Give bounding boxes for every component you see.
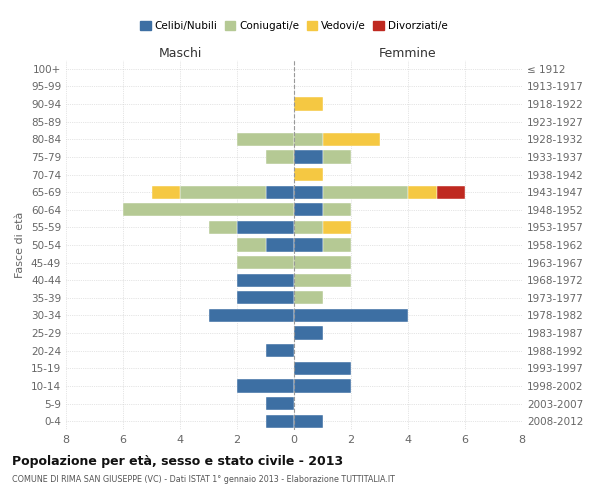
Bar — [294, 291, 323, 304]
Bar — [323, 238, 351, 252]
Bar — [294, 326, 323, 340]
Bar — [294, 362, 351, 375]
Bar — [294, 238, 323, 252]
Bar — [237, 256, 294, 269]
Bar — [323, 132, 380, 146]
Bar — [237, 238, 265, 252]
Bar — [294, 256, 351, 269]
Bar — [237, 274, 294, 287]
Bar — [294, 414, 323, 428]
Bar — [237, 221, 294, 234]
Bar — [294, 203, 323, 216]
Bar — [437, 186, 465, 198]
Bar — [294, 150, 323, 164]
Bar — [323, 150, 351, 164]
Bar — [265, 414, 294, 428]
Bar — [294, 380, 351, 392]
Bar — [209, 221, 237, 234]
Text: Popolazione per età, sesso e stato civile - 2013: Popolazione per età, sesso e stato civil… — [12, 455, 343, 468]
Y-axis label: Fasce di età: Fasce di età — [16, 212, 25, 278]
Bar — [294, 132, 323, 146]
Bar — [294, 274, 351, 287]
Bar — [294, 221, 323, 234]
Legend: Celibi/Nubili, Coniugati/e, Vedovi/e, Divorziati/e: Celibi/Nubili, Coniugati/e, Vedovi/e, Di… — [136, 17, 452, 36]
Bar — [237, 291, 294, 304]
Bar — [294, 309, 408, 322]
Bar — [209, 309, 294, 322]
Bar — [123, 203, 294, 216]
Bar — [294, 98, 323, 110]
Bar — [408, 186, 437, 198]
Text: Maschi: Maschi — [158, 47, 202, 60]
Text: COMUNE DI RIMA SAN GIUSEPPE (VC) - Dati ISTAT 1° gennaio 2013 - Elaborazione TUT: COMUNE DI RIMA SAN GIUSEPPE (VC) - Dati … — [12, 475, 395, 484]
Bar — [323, 203, 351, 216]
Bar — [265, 150, 294, 164]
Text: Femmine: Femmine — [379, 47, 437, 60]
Bar — [265, 344, 294, 358]
Bar — [237, 132, 294, 146]
Bar — [265, 238, 294, 252]
Bar — [265, 186, 294, 198]
Bar — [294, 186, 323, 198]
Bar — [323, 186, 408, 198]
Bar — [237, 380, 294, 392]
Bar — [294, 168, 323, 181]
Bar — [265, 397, 294, 410]
Bar — [151, 186, 180, 198]
Bar — [323, 221, 351, 234]
Bar — [180, 186, 265, 198]
